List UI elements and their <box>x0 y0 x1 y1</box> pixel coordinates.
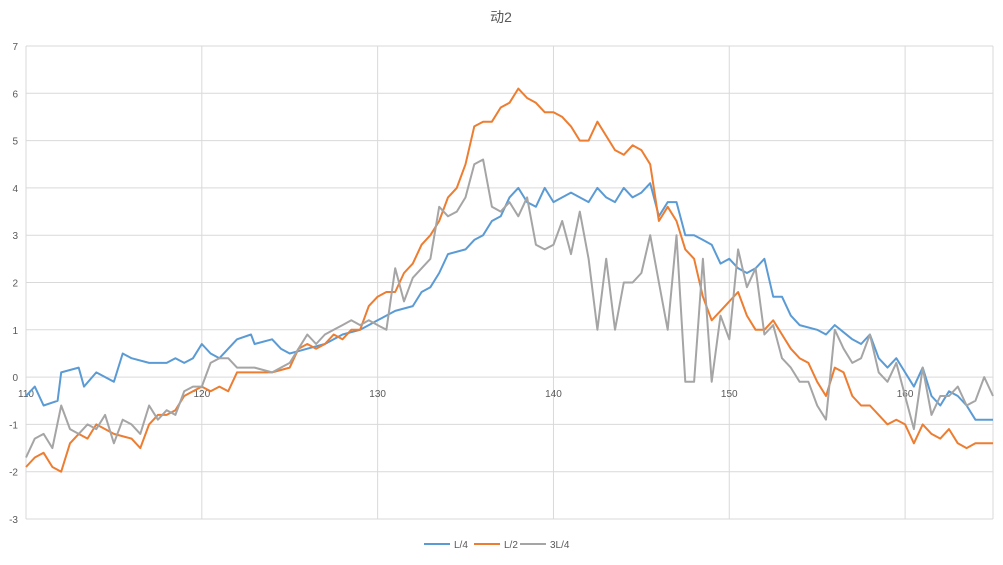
y-tick-label: -1 <box>9 420 18 431</box>
legend-label: L/2 <box>504 540 518 551</box>
y-tick-label: -2 <box>9 468 18 479</box>
chart-title: 动2 <box>490 9 512 25</box>
gridlines <box>25 45 994 520</box>
y-tick-label: 5 <box>12 137 18 148</box>
series-lines <box>25 87 994 473</box>
series-line <box>25 87 993 473</box>
y-tick-label: 6 <box>12 89 18 100</box>
x-tick-label: 120 <box>193 389 210 400</box>
x-tick-label: 130 <box>369 389 386 400</box>
y-tick-label: 4 <box>12 184 18 195</box>
legend-label: L/4 <box>454 540 468 551</box>
y-tick-label: 2 <box>12 279 18 290</box>
y-tick-label: 7 <box>12 42 18 53</box>
x-tick-label: 140 <box>545 389 562 400</box>
legend-label: 3L/4 <box>550 540 570 551</box>
y-tick-label: 1 <box>12 326 18 337</box>
series-line <box>25 182 993 421</box>
y-tick-label: 0 <box>12 373 18 384</box>
y-tick-label: 3 <box>12 231 18 242</box>
series-line <box>25 158 994 458</box>
x-tick-label: 150 <box>721 389 738 400</box>
y-tick-label: -3 <box>9 515 18 526</box>
legend: L/4 L/2 3L/4 <box>424 540 570 551</box>
